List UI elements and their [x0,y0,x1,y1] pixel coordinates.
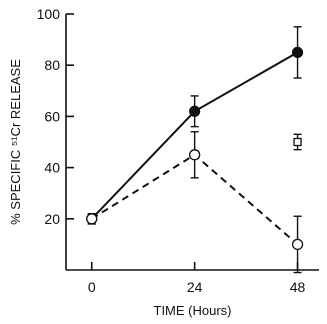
y-tick-label: 100 [37,6,61,22]
y-tick-label: 60 [44,108,60,124]
x-tick-label: 48 [290,279,306,295]
y-tick-label: 20 [44,211,60,227]
data-point-open-circle [188,149,201,161]
y-tick-label: 80 [44,57,60,73]
y-tick-label: 40 [44,160,60,176]
x-tick-label: 24 [187,279,203,295]
series-markers [86,46,304,251]
data-point-open-square [293,137,302,147]
series-layer [86,26,304,274]
ticks: 20 40 60 80 100 0 24 48 [37,6,306,295]
x-tick-label: 0 [88,279,96,295]
axes [65,14,319,271]
data-point-filled-circle [189,105,201,117]
x-axis-label: TIME (Hours) [154,303,232,318]
y-axis-label: % SPECIFIC ⁵¹Cr RELEASE [8,59,23,225]
data-point-filled-circle [291,46,304,59]
data-point-open-circle [291,238,304,251]
data-point-open-circle [86,213,98,225]
